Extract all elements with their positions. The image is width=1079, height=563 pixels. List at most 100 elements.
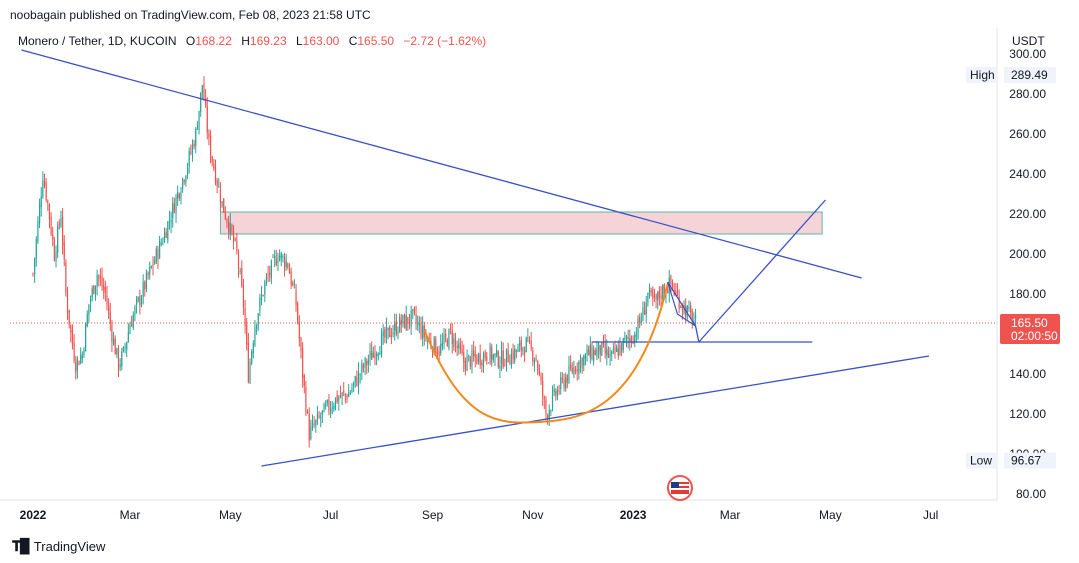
candle-body — [205, 98, 207, 106]
candle-body — [574, 369, 577, 373]
candle-body — [89, 298, 92, 303]
flag-breakdown-leg — [694, 325, 700, 343]
candle-body — [614, 347, 616, 354]
candle-body — [101, 276, 103, 287]
candle-body — [175, 196, 177, 214]
projection-line — [698, 199, 826, 343]
candle-body — [683, 304, 685, 314]
candle-body — [413, 307, 416, 314]
candle-body — [596, 348, 598, 357]
brand-name: TradingView — [33, 539, 106, 554]
x-tick-label: 2023 — [620, 508, 647, 522]
candle-body — [542, 381, 544, 397]
candle-body — [494, 353, 496, 358]
candle-body — [228, 223, 230, 233]
candle-body — [489, 346, 491, 363]
low-label-bg — [966, 452, 998, 469]
candle-body — [298, 323, 300, 339]
countdown-value: 02:00:50 — [1011, 329, 1058, 343]
candle-body — [338, 397, 340, 401]
candle-body — [616, 347, 618, 353]
candle-body — [139, 295, 141, 305]
candle-body — [165, 232, 167, 238]
candle-body — [246, 324, 248, 345]
candle-body — [257, 313, 259, 326]
candle-body — [670, 275, 672, 284]
event-icon-canton — [671, 482, 679, 488]
candle-body — [630, 336, 633, 342]
open-value: 168.22 — [195, 34, 232, 48]
candle-body — [218, 186, 220, 188]
resistance-trendline — [21, 49, 862, 279]
candle-body — [63, 242, 65, 260]
candle-body — [504, 365, 506, 367]
candle-body — [620, 343, 623, 352]
candle-body — [602, 342, 605, 345]
candle-body — [609, 353, 611, 358]
x-tick-label: Mar — [120, 508, 141, 522]
support-trendline — [261, 355, 930, 467]
y-tick-label: 120.00 — [1009, 407, 1046, 421]
candle-body — [132, 314, 134, 328]
candle-body — [221, 201, 223, 207]
candle-body — [389, 326, 391, 338]
high-value: 289.49 — [1011, 68, 1048, 82]
candle-body — [622, 338, 624, 351]
candle-body — [177, 192, 179, 199]
current-price-badge — [1000, 314, 1060, 344]
candle-body — [214, 165, 217, 183]
candle-body — [477, 353, 480, 362]
candle-body — [168, 220, 171, 222]
price-change: −2.72 (−1.62%) — [403, 34, 487, 48]
candle-body — [73, 343, 75, 361]
candle-body — [226, 219, 228, 224]
candle-body — [403, 314, 406, 328]
candle-body — [635, 335, 637, 337]
candle-body — [265, 276, 268, 280]
candle-body — [650, 290, 652, 292]
candle-body — [374, 352, 376, 359]
candle-body — [479, 353, 481, 365]
x-tick-label: Jul — [923, 508, 938, 522]
candle-body — [606, 348, 608, 356]
candle-body — [172, 202, 174, 219]
candle-body — [306, 412, 309, 414]
candle-body — [208, 133, 210, 138]
candle-body — [612, 348, 614, 350]
candle-body — [461, 349, 463, 354]
candle-body — [667, 292, 669, 294]
candle-body — [98, 275, 100, 278]
candle-body — [380, 335, 383, 356]
x-tick-label: Sep — [422, 508, 444, 522]
candle-body — [675, 291, 677, 293]
candle-body — [254, 326, 256, 346]
candle-body — [162, 242, 164, 244]
candle-body — [308, 413, 310, 441]
candle-body — [239, 270, 241, 272]
candle-body — [68, 309, 70, 325]
current-price-value: 165.50 — [1011, 316, 1048, 330]
event-icon-stripe — [671, 484, 689, 486]
cup-curve — [423, 283, 669, 424]
candle-body — [361, 363, 363, 373]
candle-body — [71, 330, 74, 345]
candle-body — [583, 356, 585, 366]
candle-body — [394, 322, 396, 331]
candle-body — [126, 342, 128, 350]
candle-body — [464, 360, 466, 369]
candle-body — [145, 272, 148, 289]
candle-body — [160, 243, 162, 245]
candle-body — [502, 350, 504, 368]
candle-body — [451, 331, 453, 345]
candle-body — [468, 355, 470, 357]
supply-zone — [219, 211, 823, 235]
candle-body — [586, 349, 588, 354]
candle-body — [441, 342, 443, 346]
candle-body — [604, 343, 606, 354]
tradingview-logo[interactable]: 𝐓▉ TradingView — [12, 538, 105, 555]
candle-body — [560, 377, 562, 389]
candle-body — [379, 352, 381, 355]
candle-body — [448, 329, 450, 349]
candle-body — [75, 362, 77, 373]
